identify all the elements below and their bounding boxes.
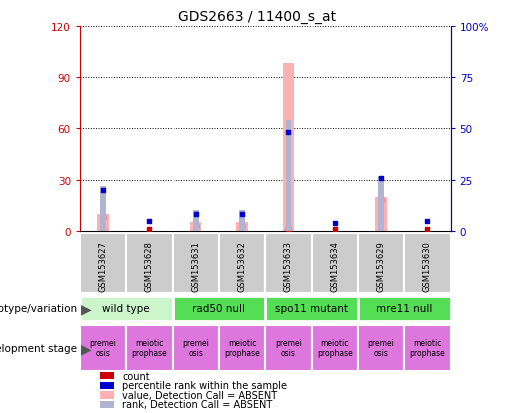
Point: [423, 218, 432, 224]
Text: rad50 null: rad50 null: [193, 304, 245, 314]
Bar: [312, 233, 358, 293]
Bar: [265, 233, 312, 293]
Bar: [219, 325, 265, 371]
Text: ▶: ▶: [81, 341, 92, 355]
Text: premei
osis: premei osis: [368, 338, 394, 358]
Bar: [190, 223, 201, 231]
Text: premei
osis: premei osis: [275, 338, 302, 358]
Point: [238, 211, 246, 218]
Bar: [283, 64, 294, 231]
Bar: [80, 297, 173, 321]
Point: [145, 226, 153, 233]
Bar: [236, 223, 248, 231]
Bar: [265, 297, 358, 321]
Text: spo11 mutant: spo11 mutant: [275, 304, 348, 314]
Point: [377, 175, 385, 181]
Text: GSM153631: GSM153631: [191, 240, 200, 291]
Point: [238, 223, 246, 230]
Text: wild type: wild type: [102, 304, 150, 314]
Point: [99, 214, 107, 221]
Bar: [375, 197, 387, 231]
Point: [331, 226, 339, 233]
Bar: [219, 233, 265, 293]
Point: [99, 187, 107, 194]
Bar: [312, 325, 358, 371]
Bar: [80, 233, 126, 293]
Text: GSM153632: GSM153632: [237, 240, 247, 291]
Bar: [378, 176, 384, 231]
Bar: [239, 211, 245, 231]
Bar: [358, 233, 404, 293]
Bar: [358, 297, 451, 321]
Point: [284, 130, 293, 136]
Text: GSM153634: GSM153634: [330, 240, 339, 291]
Point: [377, 197, 385, 204]
Bar: [265, 325, 312, 371]
Bar: [173, 325, 219, 371]
Bar: [404, 233, 451, 293]
Text: GSM153630: GSM153630: [423, 240, 432, 291]
Bar: [80, 325, 126, 371]
Text: ▶: ▶: [81, 302, 92, 316]
Bar: [173, 233, 219, 293]
Bar: [97, 214, 109, 231]
Point: [331, 220, 339, 226]
Bar: [100, 186, 106, 231]
Point: [423, 226, 432, 233]
Bar: [404, 325, 451, 371]
Text: meiotic
prophase: meiotic prophase: [224, 338, 260, 358]
Text: GSM153628: GSM153628: [145, 240, 154, 291]
Text: count: count: [122, 371, 150, 381]
Text: meiotic
prophase: meiotic prophase: [317, 338, 353, 358]
Text: GSM153633: GSM153633: [284, 240, 293, 292]
Bar: [285, 121, 291, 231]
Bar: [358, 325, 404, 371]
Bar: [126, 325, 173, 371]
Point: [284, 226, 293, 233]
Point: [192, 211, 200, 218]
Text: mre11 null: mre11 null: [376, 304, 433, 314]
Bar: [126, 233, 173, 293]
Bar: [173, 297, 265, 321]
Text: genotype/variation: genotype/variation: [0, 304, 77, 314]
Text: value, Detection Call = ABSENT: value, Detection Call = ABSENT: [122, 390, 277, 400]
Text: GDS2663 / 11400_s_at: GDS2663 / 11400_s_at: [178, 10, 337, 24]
Point: [145, 218, 153, 224]
Point: [192, 223, 200, 230]
Text: meiotic
prophase: meiotic prophase: [131, 338, 167, 358]
Text: development stage: development stage: [0, 343, 77, 353]
Text: rank, Detection Call = ABSENT: rank, Detection Call = ABSENT: [122, 399, 272, 409]
Text: meiotic
prophase: meiotic prophase: [409, 338, 445, 358]
Text: GSM153629: GSM153629: [376, 240, 386, 291]
Text: premei
osis: premei osis: [182, 338, 209, 358]
Text: GSM153627: GSM153627: [98, 240, 108, 291]
Bar: [193, 211, 199, 231]
Text: percentile rank within the sample: percentile rank within the sample: [122, 380, 287, 390]
Text: premei
osis: premei osis: [90, 338, 116, 358]
